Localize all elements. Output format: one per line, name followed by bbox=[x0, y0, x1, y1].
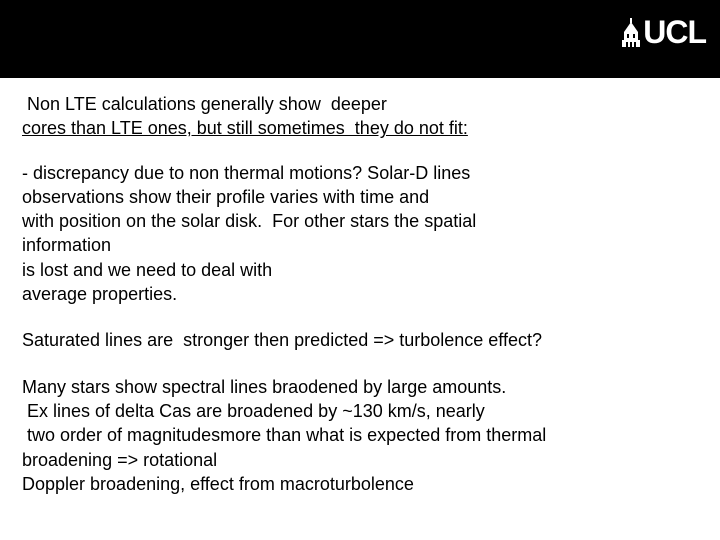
body-text: - discrepancy due to non thermal motions… bbox=[22, 161, 698, 185]
paragraph-2: Saturated lines are stronger then predic… bbox=[22, 328, 698, 352]
body-text: Ex lines of delta Cas are broadened by ~… bbox=[22, 399, 698, 423]
ucl-logo-text: UCL bbox=[643, 14, 706, 51]
body-text: observations show their profile varies w… bbox=[22, 185, 698, 209]
body-text: average properties. bbox=[22, 282, 698, 306]
body-text: Doppler broadening, effect from macrotur… bbox=[22, 472, 698, 496]
intro-text-line1: Non LTE calculations generally show deep… bbox=[22, 92, 698, 116]
intro-text-line2-underlined: cores than LTE ones, but still sometimes… bbox=[22, 116, 698, 140]
body-text: two order of magnitudesmore than what is… bbox=[22, 423, 698, 447]
slide-body: Non LTE calculations generally show deep… bbox=[0, 78, 720, 496]
header-bar: UCL bbox=[0, 0, 720, 78]
body-text: Many stars show spectral lines braodened… bbox=[22, 375, 698, 399]
ucl-dome-icon bbox=[621, 18, 641, 48]
body-text: with position on the solar disk. For oth… bbox=[22, 209, 698, 233]
body-text: is lost and we need to deal with bbox=[22, 258, 698, 282]
paragraph-3: Many stars show spectral lines braodened… bbox=[22, 375, 698, 496]
body-text: information bbox=[22, 233, 698, 257]
paragraph-1: - discrepancy due to non thermal motions… bbox=[22, 161, 698, 307]
ucl-logo: UCL bbox=[621, 14, 706, 51]
body-text: broadening => rotational bbox=[22, 448, 698, 472]
body-text: Saturated lines are stronger then predic… bbox=[22, 328, 698, 352]
